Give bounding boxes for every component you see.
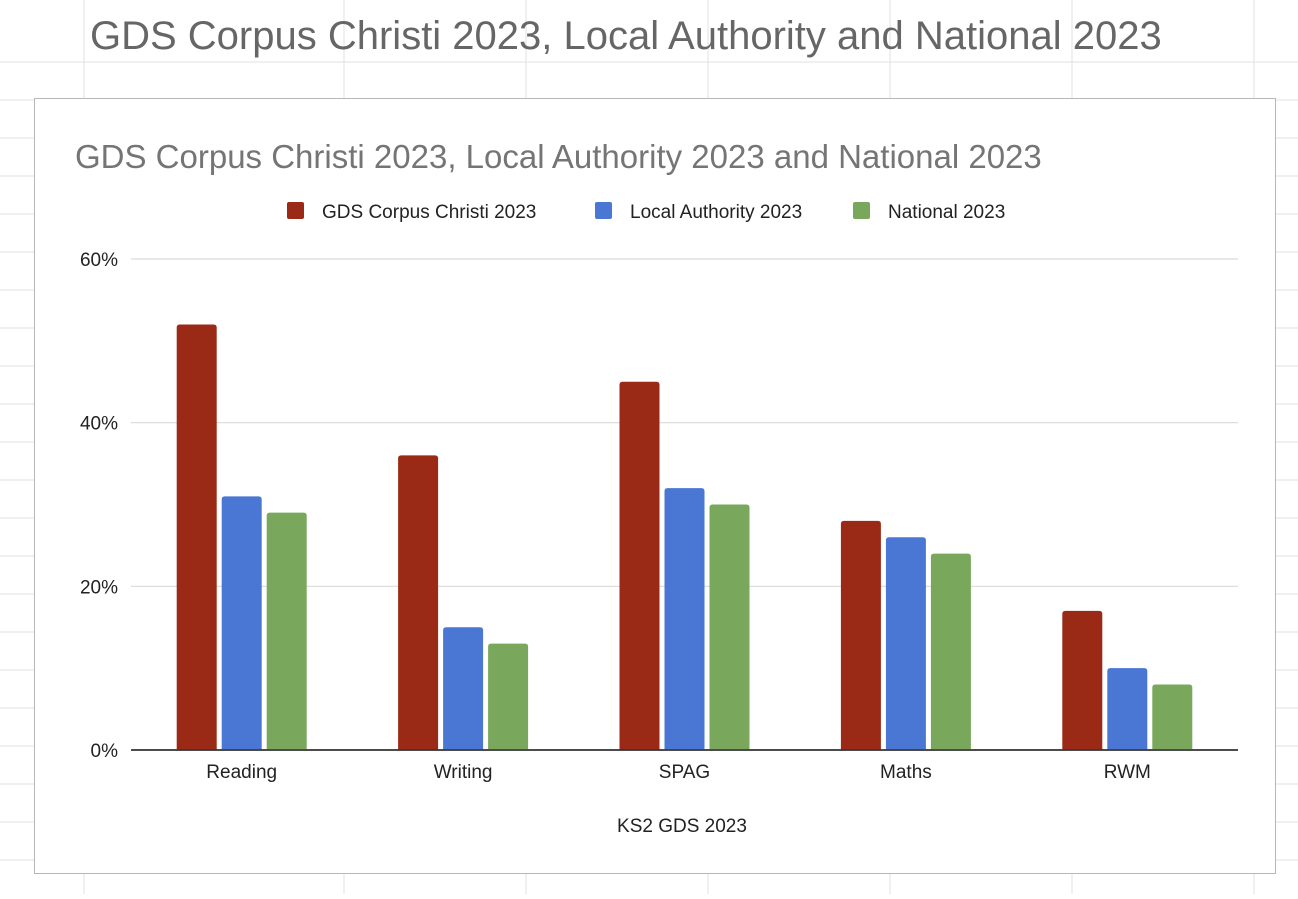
- bar: [1107, 668, 1148, 750]
- column-chart: GDS Corpus Christi 2023, Local Authority…: [75, 138, 1238, 837]
- x-axis-title: KS2 GDS 2023: [617, 816, 747, 837]
- chart-legend: GDS Corpus Christi 2023 Local Authority 2…: [287, 202, 1005, 223]
- x-axis-ticks: Reading Writing SPAG Maths RWM: [206, 762, 1151, 783]
- bar: [221, 496, 262, 750]
- y-tick-label: 40%: [80, 414, 118, 435]
- bar: [488, 643, 529, 750]
- legend-swatch: [595, 202, 612, 219]
- x-tick-label: Maths: [880, 762, 932, 783]
- sheet-title-cell[interactable]: GDS Corpus Christi 2023, Local Authority…: [90, 14, 1162, 58]
- x-tick-label: Reading: [206, 762, 277, 783]
- y-tick-label: 20%: [80, 577, 118, 598]
- bar: [1152, 684, 1193, 750]
- chart-container[interactable]: GDS Corpus Christi 2023, Local Authority…: [34, 98, 1276, 874]
- bar: [1062, 610, 1103, 750]
- bar: [930, 553, 971, 750]
- y-tick-label: 0%: [91, 741, 119, 762]
- legend-swatch: [853, 202, 870, 219]
- bar: [709, 504, 750, 750]
- bar: [443, 627, 484, 750]
- bar: [619, 381, 660, 750]
- bar: [266, 512, 307, 750]
- x-tick-label: SPAG: [659, 762, 710, 783]
- chart-title: GDS Corpus Christi 2023, Local Authority…: [75, 138, 1042, 175]
- bar: [840, 520, 881, 750]
- legend-label: GDS Corpus Christi 2023: [322, 202, 536, 223]
- bar: [176, 324, 217, 750]
- legend-label: Local Authority 2023: [630, 202, 802, 223]
- chart-bars: [131, 324, 1238, 751]
- legend-swatch: [287, 202, 304, 219]
- bar: [885, 537, 926, 750]
- y-axis-ticks: 0% 20% 40% 60%: [80, 250, 118, 762]
- y-tick-label: 60%: [80, 250, 118, 271]
- bar: [664, 488, 705, 750]
- bar: [398, 455, 439, 750]
- x-tick-label: Writing: [434, 762, 493, 783]
- x-tick-label: RWM: [1104, 762, 1151, 783]
- legend-label: National 2023: [888, 202, 1005, 223]
